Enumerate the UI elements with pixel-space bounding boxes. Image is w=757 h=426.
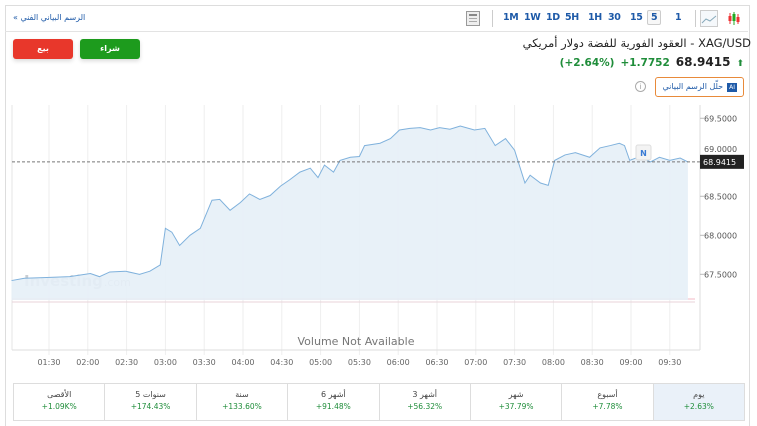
price-chart[interactable]: 01:30 02:00 02:30 03:00 03:30 04:00 04:30 05:00…	[0, 0, 757, 380]
period-label: 6 أشهر	[320, 390, 346, 399]
period-label: 3 أشهر	[412, 390, 438, 399]
period-label: 5 سنوات	[135, 390, 166, 399]
x-tick-label: 07:30	[503, 358, 526, 367]
timeframe-5H[interactable]: 5H	[565, 12, 579, 23]
area-chart-icon[interactable]	[700, 10, 718, 27]
period-change: +2.63%	[683, 402, 714, 411]
timeframe-1[interactable]: 1	[675, 12, 682, 23]
news-icon[interactable]	[466, 11, 480, 26]
x-tick-label: 05:30	[348, 358, 371, 367]
sell-button[interactable]: بيع	[13, 39, 73, 59]
timeframe-1M[interactable]: 1M	[503, 12, 519, 23]
x-tick-label: 08:30	[581, 358, 604, 367]
timeframe-1H[interactable]: 1H	[588, 12, 602, 23]
price-line	[11, 125, 689, 282]
period-change: +174.43%	[130, 402, 171, 411]
timeframe-30[interactable]: 30	[608, 12, 621, 23]
x-tick-label: 04:30	[270, 358, 293, 367]
volume-note: Volume Not Available	[298, 335, 415, 348]
instrument-title: XAG/USD - العقود الفورية للفضة دولار أمر…	[522, 36, 751, 50]
y-tick-label: 69.0000	[704, 145, 737, 154]
x-tick-label: 02:30	[115, 358, 138, 367]
news-marker-label: N	[640, 149, 647, 158]
current-price-label: 68.9415	[703, 158, 736, 167]
y-tick-label: 67.5000	[704, 270, 737, 279]
info-icon[interactable]: i	[635, 81, 646, 92]
performance-cell[interactable]: أسبوع +7.78%	[561, 384, 652, 420]
timeframe-1W[interactable]: 1W	[524, 12, 541, 23]
performance-cell[interactable]: شهر +37.79%	[469, 384, 561, 420]
x-tick-label: 08:00	[542, 358, 565, 367]
current-price-tag	[700, 154, 744, 169]
performance-cell[interactable]: الأقصى +1.09K%	[14, 384, 104, 420]
analyze-chart-button[interactable]: AIحلّل الرسم البياني	[655, 77, 744, 97]
timeframe-15[interactable]: 15	[630, 12, 643, 23]
x-tick-label: 06:00	[387, 358, 410, 367]
x-tick-label: 03:00	[154, 358, 177, 367]
x-tick-label: 09:30	[658, 358, 681, 367]
buy-button[interactable]: شراء	[80, 39, 140, 59]
performance-cell[interactable]: 3 أشهر +56.32%	[378, 384, 470, 420]
y-tick-label: 69.5000	[704, 114, 737, 123]
period-label: شهر	[508, 390, 524, 399]
x-tick-label: 01:30	[37, 358, 60, 367]
x-tick-label: 03:30	[193, 358, 216, 367]
y-tick-label: 68.5000	[704, 192, 737, 201]
analyze-chart-label: حلّل الرسم البياني	[662, 82, 724, 91]
price-row: ⬆ 68.9415 +1.7752 (+2.64%)	[560, 55, 744, 69]
period-label: يوم	[693, 390, 705, 399]
period-change: +91.48%	[315, 402, 351, 411]
timeframe-5[interactable]: 5	[647, 10, 662, 25]
period-change: +1.09K%	[41, 402, 77, 411]
x-tick-label: 05:00	[309, 358, 332, 367]
change-pct: (+2.64%)	[559, 57, 615, 69]
arrow-up-icon: ⬆	[736, 59, 744, 69]
performance-cell[interactable]: 5 سنوات +174.43%	[104, 384, 195, 420]
chart-widget	[5, 5, 750, 426]
performance-cell[interactable]: 6 أشهر +91.48%	[287, 384, 378, 420]
divider	[695, 10, 696, 27]
period-label: أسبوع	[597, 390, 618, 399]
x-tick-label: 07:00	[464, 358, 487, 367]
period-change: +133.60%	[222, 402, 262, 411]
candlestick-icon[interactable]	[727, 11, 741, 30]
change-abs: +1.7752	[620, 57, 670, 69]
period-label: الأقصى	[47, 390, 72, 399]
technical-chart-link[interactable]: الرسم البياني الفني »	[13, 13, 86, 22]
period-change: +7.78%	[592, 402, 623, 411]
performance-cell[interactable]: يوم +2.63%	[652, 384, 744, 420]
news-marker	[635, 144, 652, 161]
toolbar: الرسم البياني الفني » 1M 1W 1D 5H 1H 30 15 5 1	[5, 5, 748, 32]
x-tick-label: 02:00	[76, 358, 99, 367]
x-tick-label: 04:00	[231, 358, 254, 367]
ai-icon: AI	[727, 83, 737, 92]
price-area	[11, 126, 688, 300]
price-value: 68.9415	[675, 55, 731, 69]
period-change: +56.32%	[407, 402, 443, 411]
period-label: سنة	[235, 390, 249, 399]
x-tick-label: 09:00	[619, 358, 642, 367]
timeframe-1D[interactable]: 1D	[546, 12, 560, 23]
performance-bar: يوم +2.63% أسبوع +7.78% شهر +37.79% 3 أشهر +56.…	[13, 383, 745, 421]
y-tick-label: 68.0000	[704, 231, 737, 240]
divider	[492, 10, 493, 27]
performance-cell[interactable]: سنة +133.60%	[195, 384, 287, 420]
x-tick-label: 06:30	[425, 358, 448, 367]
period-change: +37.79%	[498, 402, 534, 411]
